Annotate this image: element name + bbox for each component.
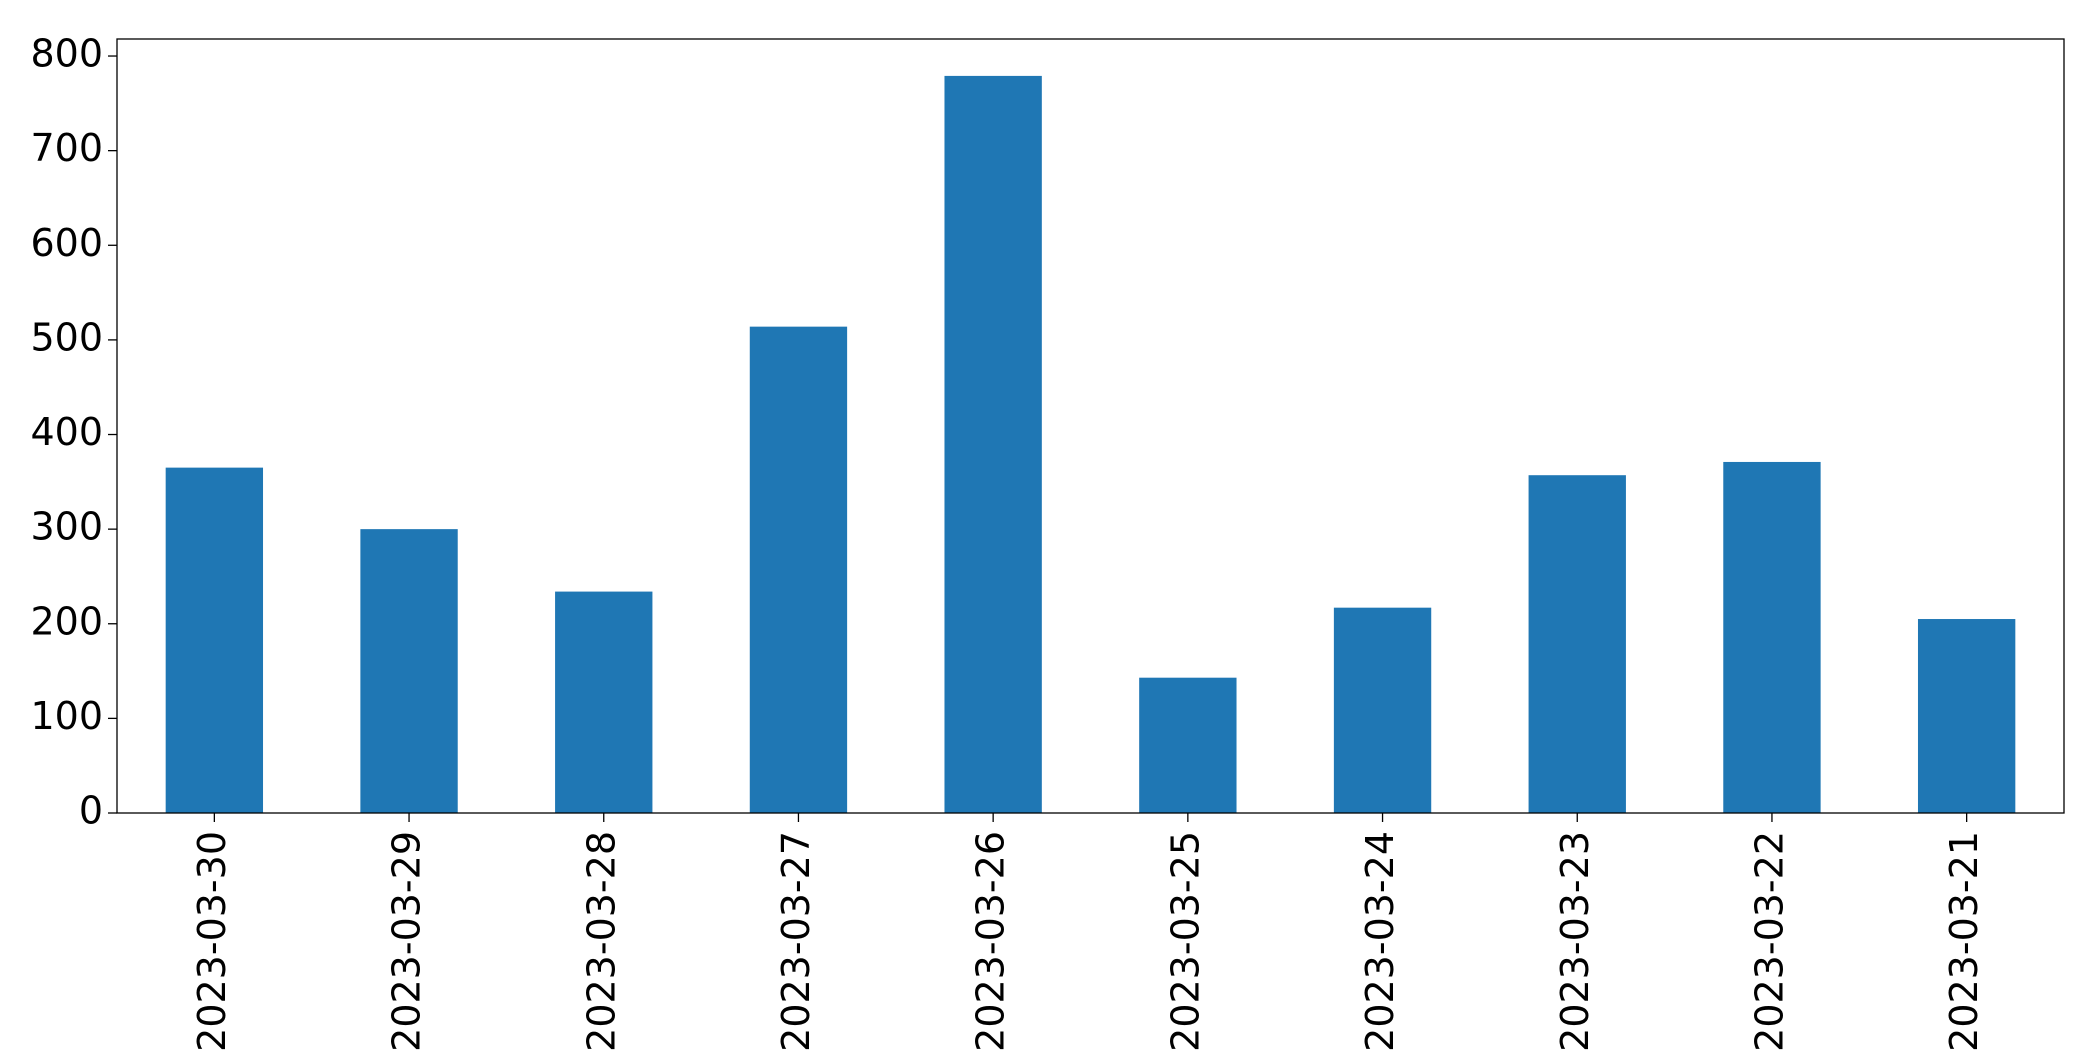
y-tick-label: 700 xyxy=(30,126,103,170)
x-tick-label: 2023-03-27 xyxy=(774,831,818,1052)
y-tick-label: 0 xyxy=(79,789,103,833)
bar xyxy=(360,529,458,813)
bar xyxy=(944,75,1042,813)
bar xyxy=(1528,475,1626,813)
x-tick-label: 2023-03-21 xyxy=(1942,831,1986,1052)
x-tick-label: 2023-03-24 xyxy=(1358,831,1402,1052)
bar xyxy=(165,467,264,813)
x-tick-label: 2023-03-25 xyxy=(1163,831,1207,1052)
bar xyxy=(1917,619,2016,813)
y-tick-label: 100 xyxy=(30,694,103,738)
y-tick-label: 600 xyxy=(30,221,103,265)
bar xyxy=(1723,461,1821,813)
y-tick-label: 500 xyxy=(30,315,103,359)
x-tick-label: 2023-03-26 xyxy=(969,831,1013,1052)
bar xyxy=(1139,677,1237,813)
plot-frame xyxy=(116,38,2065,814)
y-tick-label: 200 xyxy=(30,599,103,643)
bar xyxy=(1333,607,1432,813)
y-tick-label: 800 xyxy=(30,32,103,76)
x-tick-label: 2023-03-22 xyxy=(1747,831,1791,1052)
bar xyxy=(555,591,653,813)
bar xyxy=(749,326,848,813)
x-tick-label: 2023-03-28 xyxy=(579,831,623,1052)
x-tick-label: 2023-03-29 xyxy=(385,831,429,1052)
x-tick-label: 2023-03-23 xyxy=(1553,831,1597,1052)
x-tick-label: 2023-03-30 xyxy=(190,831,234,1052)
y-tick-label: 300 xyxy=(30,505,103,549)
y-tick-label: 400 xyxy=(30,410,103,454)
